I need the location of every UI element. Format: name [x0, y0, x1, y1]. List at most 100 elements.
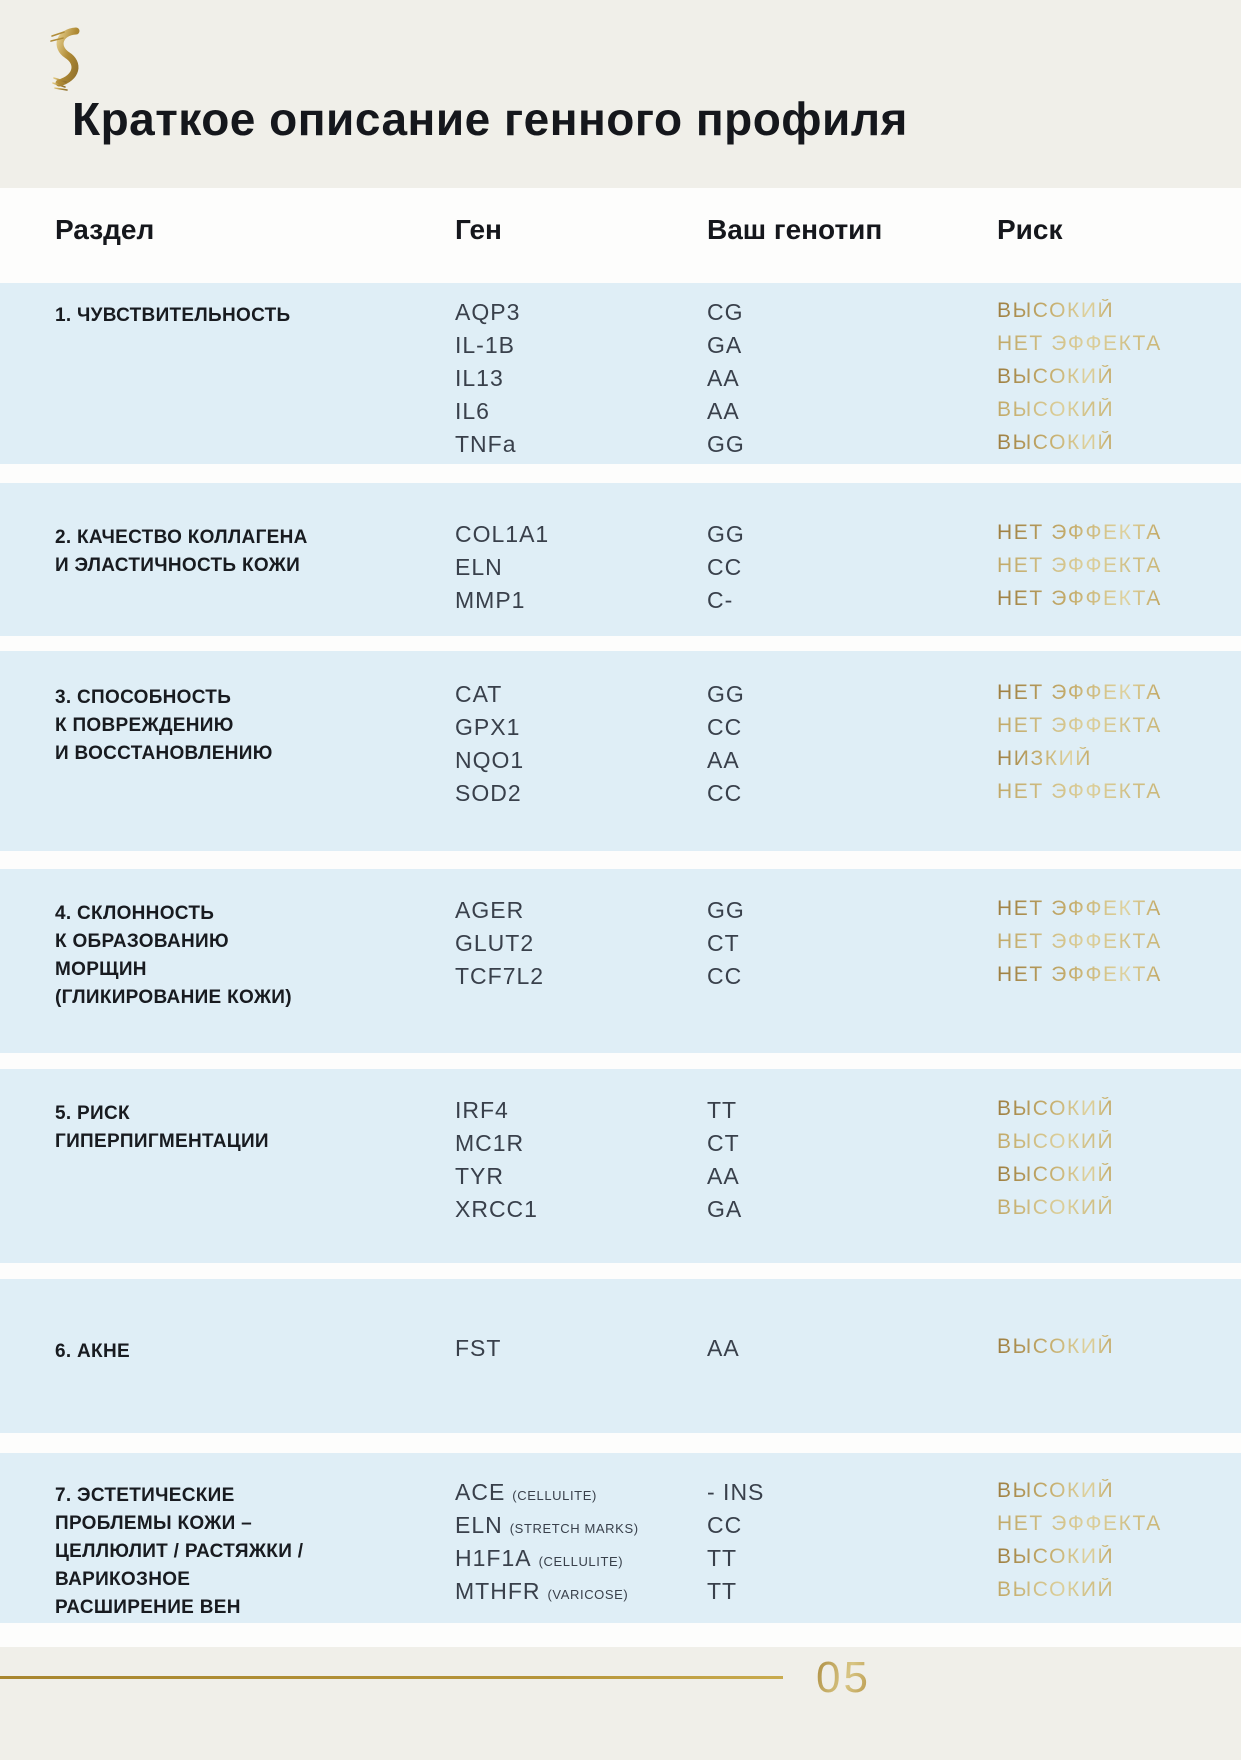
table-section: 3. СПОСОБНОСТЬ К ПОВРЕЖДЕНИЮ И ВОССТАНОВ… [0, 651, 1241, 851]
genotype-column: CG GA AA AA GG [707, 299, 997, 464]
genotype-value: C- [707, 587, 734, 613]
risk-value: НЕТ ЭФФЕКТА [997, 714, 1162, 737]
risk-column: ВЫСОКИЙ [997, 1335, 1241, 1433]
gene-column: FST [455, 1335, 707, 1433]
gene-note: (VARICOSE) [547, 1587, 629, 1602]
table-row: GG [707, 897, 997, 930]
risk-value: ВЫСОКИЙ [997, 1130, 1115, 1153]
gene-name: SOD2 [455, 780, 522, 806]
risk-column: ВЫСОКИЙ НЕТ ЭФФЕКТА ВЫСОКИЙ ВЫСОКИЙ ВЫСОКИЙ [997, 299, 1241, 464]
genotype-value: AA [707, 398, 740, 424]
genotype-value: TT [707, 1097, 738, 1123]
table-row: ВЫСОКИЙ [997, 365, 1241, 398]
genotype-column: - INS CC TT TT [707, 1479, 997, 1623]
table-section: 2. КАЧЕСТВО КОЛЛАГЕНА И ЭЛАСТИЧНОСТЬ КОЖ… [0, 483, 1241, 636]
table-row: AA [707, 1163, 997, 1196]
table-row: ВЫСОКИЙ [997, 1545, 1241, 1578]
genotype-column: GG CC C- [707, 521, 997, 636]
table-section: 4. СКЛОННОСТЬ К ОБРАЗОВАНИЮ МОРЩИН (ГЛИК… [0, 869, 1241, 1053]
table-row: ACE (CELLULITE) [455, 1479, 707, 1512]
genotype-value: CT [707, 930, 740, 956]
gene-name: IRF4 [455, 1097, 509, 1123]
risk-value: ВЫСОКИЙ [997, 1545, 1115, 1568]
table-section: 6. АКНЕ FST AA ВЫСОКИЙ [0, 1279, 1241, 1433]
gene-name: GPX1 [455, 714, 521, 740]
column-header-risk: Риск [997, 214, 1063, 245]
table-row: CT [707, 1130, 997, 1163]
dna-helix-logo-icon [46, 26, 88, 92]
genotype-value: AA [707, 1335, 740, 1361]
table-row: COL1A1 [455, 521, 707, 554]
table-row: ВЫСОКИЙ [997, 431, 1241, 464]
table-row: CAT [455, 681, 707, 714]
footer-divider-line [0, 1676, 783, 1679]
genotype-value: GG [707, 521, 745, 547]
risk-value: ВЫСОКИЙ [997, 1163, 1115, 1186]
gene-note: (CELLULITE) [538, 1554, 624, 1569]
table-row: НИЗКИЙ [997, 747, 1241, 780]
gene-name: IL13 [455, 365, 504, 391]
table-row: ВЫСОКИЙ [997, 1130, 1241, 1163]
table-row: ВЫСОКИЙ [997, 1335, 1241, 1368]
genotype-value: AA [707, 365, 740, 391]
gene-name: TYR [455, 1163, 504, 1189]
table-row: НЕТ ЭФФЕКТА [997, 930, 1241, 963]
gene-name: TCF7L2 [455, 963, 545, 989]
table-row: НЕТ ЭФФЕКТА [997, 554, 1241, 587]
table-row: ВЫСОКИЙ [997, 1196, 1241, 1229]
table-row: TYR [455, 1163, 707, 1196]
section-title: 4. СКЛОННОСТЬ К ОБРАЗОВАНИЮ МОРЩИН (ГЛИК… [55, 903, 292, 1008]
genotype-value: GA [707, 1196, 743, 1222]
genotype-column: TT CT AA GA [707, 1097, 997, 1263]
table-row: GG [707, 521, 997, 554]
risk-column: НЕТ ЭФФЕКТА НЕТ ЭФФЕКТА НЕТ ЭФФЕКТА [997, 897, 1241, 1053]
table-row: ВЫСОКИЙ [997, 1097, 1241, 1130]
table-row: ELN [455, 554, 707, 587]
table-row: C- [707, 587, 997, 620]
table-section: 1. ЧУВСТВИТЕЛЬНОСТЬ AQP3 IL-1B IL13 IL6 TNFa C… [0, 283, 1241, 464]
risk-value: НЕТ ЭФФЕКТА [997, 554, 1162, 577]
table-row: - INS [707, 1479, 997, 1512]
gene-name: COL1A1 [455, 521, 550, 547]
table-row: IL-1B [455, 332, 707, 365]
genotype-value: GG [707, 681, 745, 707]
risk-value: ВЫСОКИЙ [997, 299, 1115, 322]
table-row: NQO1 [455, 747, 707, 780]
gene-name: AQP3 [455, 299, 521, 325]
risk-value: НЕТ ЭФФЕКТА [997, 587, 1162, 610]
genotype-column: GG CC AA CC [707, 681, 997, 851]
table-row: НЕТ ЭФФЕКТА [997, 1512, 1241, 1545]
table-row: CC [707, 963, 997, 996]
table-row: FST [455, 1335, 707, 1368]
risk-value: НЕТ ЭФФЕКТА [997, 681, 1162, 704]
table-row: H1F1A (CELLULITE) [455, 1545, 707, 1578]
table-row: GPX1 [455, 714, 707, 747]
genotype-value: CC [707, 554, 743, 580]
genotype-value: CT [707, 1130, 740, 1156]
gene-column: AGER GLUT2 TCF7L2 [455, 897, 707, 1053]
table-row: AA [707, 1335, 997, 1368]
table-row: НЕТ ЭФФЕКТА [997, 681, 1241, 714]
section-title: 1. ЧУВСТВИТЕЛЬНОСТЬ [55, 305, 291, 326]
risk-column: НЕТ ЭФФЕКТА НЕТ ЭФФЕКТА НИЗКИЙ НЕТ ЭФФЕКТА [997, 681, 1241, 851]
table-row: ELN (STRETCH MARKS) [455, 1512, 707, 1545]
genotype-value: AA [707, 1163, 740, 1189]
table-row: AQP3 [455, 299, 707, 332]
risk-value: ВЫСОКИЙ [997, 1479, 1115, 1502]
risk-value: НЕТ ЭФФЕКТА [997, 521, 1162, 544]
gene-name: AGER [455, 897, 525, 923]
risk-value: НЕТ ЭФФЕКТА [997, 332, 1162, 355]
gene-name: NQO1 [455, 747, 525, 773]
section-title: 7. ЭСТЕТИЧЕСКИЕ ПРОБЛЕМЫ КОЖИ – ЦЕЛЛЮЛИТ… [55, 1485, 304, 1618]
gene-name: FST [455, 1335, 502, 1361]
table-row: GA [707, 1196, 997, 1229]
table-row: НЕТ ЭФФЕКТА [997, 587, 1241, 620]
table-row: НЕТ ЭФФЕКТА [997, 521, 1241, 554]
gene-name: ELN [455, 1512, 503, 1538]
gene-note: (STRETCH MARKS) [509, 1521, 639, 1536]
risk-value: НЕТ ЭФФЕКТА [997, 930, 1162, 953]
table-row: TT [707, 1097, 997, 1130]
genotype-value: GG [707, 431, 745, 457]
risk-value: ВЫСОКИЙ [997, 431, 1115, 454]
risk-value: НЕТ ЭФФЕКТА [997, 963, 1162, 986]
